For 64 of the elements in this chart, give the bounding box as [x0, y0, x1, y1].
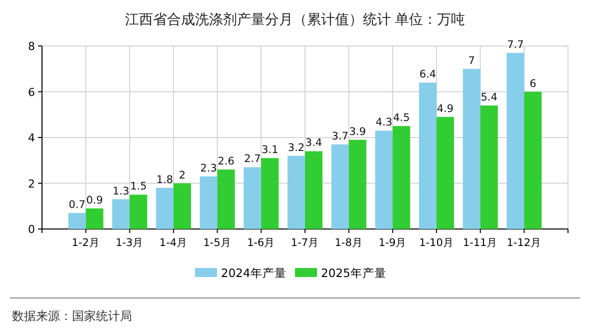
data-label: 2.6: [218, 156, 235, 168]
data-label: 2.3: [200, 162, 217, 174]
legend-label: 2024年产量: [221, 266, 286, 280]
data-label: 4.9: [436, 102, 454, 115]
y-tick-label: 2: [28, 177, 35, 190]
data-label: 1.3: [112, 185, 130, 198]
bar: [480, 105, 498, 229]
bar: [68, 212, 86, 229]
x-tick-label: 1-4月: [159, 237, 188, 249]
bar: [348, 140, 366, 229]
data-label: 1.8: [156, 174, 174, 186]
x-tick-label: 1-2月: [72, 237, 100, 249]
x-tick-label: 1-12月: [506, 237, 542, 249]
data-label: 3.7: [332, 130, 348, 142]
bar: [392, 126, 410, 229]
data-label: 2.7: [244, 153, 261, 166]
data-label: 0.7: [68, 198, 86, 211]
y-tick-label: 6: [28, 86, 35, 99]
bar: [112, 199, 130, 229]
bar: [156, 188, 174, 229]
bar: [130, 194, 148, 229]
bar: [506, 52, 524, 229]
bar: [375, 130, 393, 229]
bar: [524, 92, 542, 229]
data-label: 5.4: [480, 91, 498, 104]
data-label: 3.1: [262, 144, 278, 156]
x-tick-label: 1-10月: [419, 237, 454, 249]
bar: [436, 116, 454, 229]
legend-label: 2025年产量: [321, 266, 386, 280]
data-label: 2: [178, 169, 186, 182]
data-label: 1.5: [130, 180, 147, 193]
source-note: 数据来源：国家统计局: [12, 309, 132, 323]
x-tick-label: 1-6月: [247, 237, 276, 249]
x-tick-label: 1-11月: [462, 237, 498, 249]
data-label: 4.3: [376, 116, 392, 129]
y-tick-label: 8: [28, 40, 35, 53]
data-label: 3.4: [305, 137, 322, 150]
data-label: 3.9: [349, 126, 366, 138]
bar: [217, 170, 235, 229]
bar: [305, 151, 322, 229]
bar: [86, 208, 104, 229]
chart-title: 江西省合成洗涤剂产量分月（累计值）统计 单位：万吨: [124, 12, 466, 28]
x-tick-label: 1-3月: [116, 237, 144, 249]
data-label: 6: [530, 78, 537, 90]
bar: [261, 158, 279, 229]
bar: [200, 176, 218, 229]
x-tick-label: 1-7月: [290, 237, 320, 249]
bar: [174, 183, 191, 229]
data-label: 3.2: [288, 142, 305, 154]
bar: [288, 156, 305, 229]
bar: [331, 144, 349, 229]
bar: [462, 68, 480, 229]
data-label: 0.9: [86, 194, 103, 206]
y-tick-label: 0: [28, 223, 35, 236]
x-tick-label: 1-8月: [334, 237, 363, 249]
data-label: 4.5: [393, 112, 410, 124]
bar: [419, 82, 436, 229]
x-tick-label: 1-9月: [378, 237, 407, 249]
data-label: 7.7: [507, 38, 524, 51]
bar: [244, 167, 262, 229]
data-label: 6.4: [419, 68, 436, 81]
y-tick-label: 4: [28, 132, 35, 144]
x-tick-label: 1-5月: [203, 237, 232, 249]
data-label: 7: [468, 54, 475, 67]
